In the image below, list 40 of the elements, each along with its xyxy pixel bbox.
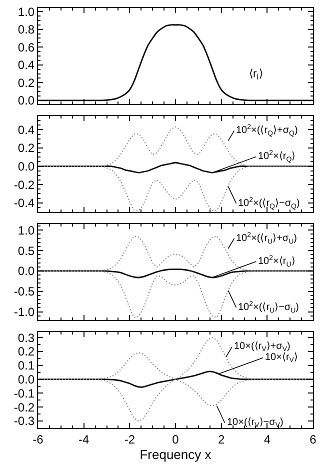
x-tick-label: -6 [32,432,44,446]
y-tick-label: 0.3 [18,330,35,345]
x-tick-label: 4 [264,432,271,446]
y-tick-label: 0.1 [18,358,35,373]
x-tick-label: 2 [218,432,225,446]
y-tick-label: 1.0 [18,4,35,19]
y-tick-label: 0.6 [18,40,35,54]
annotation: 10$^{2}$×(⟨r$_{Q}$⟩+σ$_{Q}$) [236,124,298,138]
y-tick-label: 0.2 [18,344,35,359]
annotation: 10$^{2}$×(⟨r$_{U}$⟩−σ$_{U}$) [238,301,300,314]
annotation: 10$^{2}$×(⟨r$_{Q}$⟩−σ$_{Q}$) [238,197,300,210]
y-tick-label: 0.0 [18,94,35,108]
y-tick-label: 0.2 [18,141,35,156]
y-tick-label: 0.8 [18,22,35,37]
y-tick-label: 0.2 [18,76,35,90]
y-tick-label: -0.1 [14,386,35,400]
y-tick-label: -1.0 [14,305,35,320]
annotation: 10$^{2}$×⟨r$_{Q}$⟩ [258,150,296,164]
x-tick-label: -2 [124,432,136,446]
y-tick-label: -0.5 [14,284,35,299]
annotation: ⟨r$_{I}$⟩ [249,68,263,82]
annotation: 10$^{2}$×⟨r$_{U}$⟩ [258,255,296,268]
y-tick-label: 0.0 [18,159,35,174]
y-tick-label: 1.0 [18,223,35,238]
x-tick-label: 0 [172,432,180,446]
y-tick-label: 0.0 [18,372,35,386]
y-tick-label: -0.2 [14,178,35,192]
y-tick-label: 0.4 [18,122,35,137]
y-tick-label: -0.2 [14,400,35,414]
y-tick-label: -0.4 [14,196,35,210]
x-tick-label: 6 [310,432,317,446]
annotation: 10×⟨r$_{V}$⟩ [265,352,298,364]
y-tick-label: -0.3 [14,414,35,428]
annotation: 10×(⟨r$_{V}$⟩+σ$_{V}$) [234,341,290,354]
y-tick-label: 0.4 [18,58,35,72]
y-tick-label: 0.5 [18,244,35,258]
annotation: 10$^{2}$×(⟨r$_{U}$⟩+σ$_{U}$) [236,232,298,246]
x-tick-label: -4 [78,432,90,446]
x-axis-title: Frequency x [140,447,212,462]
y-tick-label: 0.0 [18,264,35,278]
